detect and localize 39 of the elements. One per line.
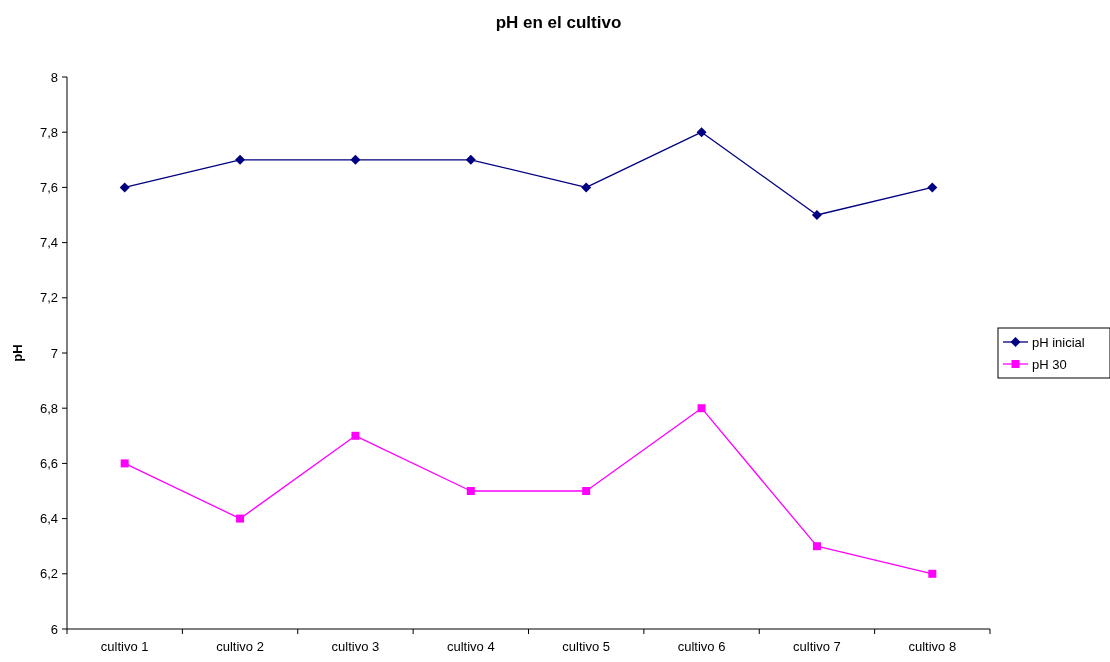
y-tick-label: 7,8 (39, 124, 58, 140)
point (927, 182, 938, 193)
y-tick-label: 8 (50, 69, 58, 85)
point (582, 487, 591, 495)
x-tick-label: cultivo 8 (908, 639, 957, 654)
point (235, 154, 246, 165)
x-tick-label: cultivo 1 (100, 639, 149, 654)
point (350, 154, 361, 165)
y-tick-label: 7,4 (39, 235, 58, 251)
point (928, 569, 937, 578)
point (236, 514, 245, 523)
point (581, 182, 592, 193)
y-tick-label: 6 (50, 621, 58, 637)
y-tick-label: 6,4 (39, 511, 58, 527)
point (119, 182, 130, 193)
point (351, 431, 360, 440)
x-tick-label: cultivo 2 (216, 639, 264, 654)
chart-title: pH en el cultivo (495, 13, 622, 32)
legend-label: pH inicial (1032, 334, 1085, 350)
point (465, 154, 476, 165)
y-tick-label: 6,8 (39, 400, 58, 416)
x-tick-label: cultivo 7 (793, 639, 841, 654)
point (466, 487, 475, 495)
y-tick-label: 7,6 (39, 179, 58, 195)
y-tick-label: 6,2 (39, 566, 58, 582)
y-axis-title: pH (10, 344, 25, 362)
x-tick-label: cultivo 3 (331, 639, 380, 654)
point (812, 542, 821, 551)
y-tick-label: 6,6 (39, 455, 58, 471)
x-tick-label: cultivo 5 (562, 639, 611, 654)
point (120, 459, 129, 468)
point (811, 210, 822, 220)
point (696, 127, 707, 138)
y-tick-label: 7 (50, 345, 58, 361)
point (697, 404, 706, 413)
x-tick-label: cultivo 4 (446, 639, 495, 654)
x-tick-label: cultivo 6 (677, 639, 726, 654)
legend-label: pH 30 (1032, 356, 1067, 372)
y-tick-label: 7,2 (39, 290, 58, 306)
